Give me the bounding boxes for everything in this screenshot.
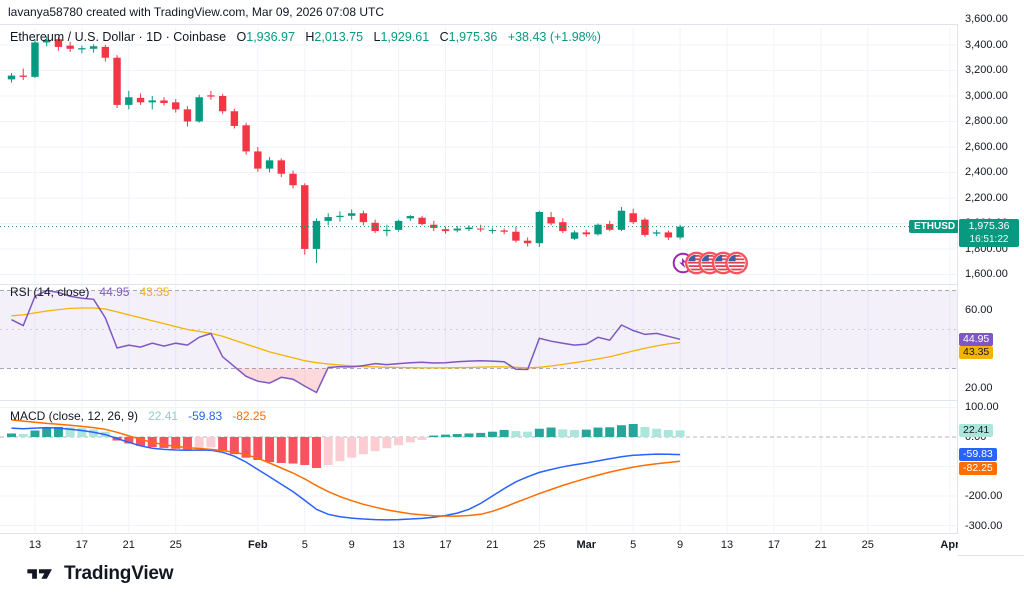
rsi-value-chip: 44.95 (959, 332, 994, 346)
axis-tick-label: 20.00 (965, 382, 993, 394)
macd-signal-line (11, 419, 681, 517)
axis-tick-label: 3,600.00 (965, 13, 1008, 26)
time-tick-label: 21 (122, 539, 135, 551)
time-tick-label: Mar (576, 539, 597, 551)
macd-pane-canvas[interactable] (0, 400, 957, 533)
axis-tick-label: 3,200.00 (965, 64, 1008, 77)
time-tick-label: 21 (814, 539, 827, 551)
axis-tick-label: 3,400.00 (965, 38, 1008, 51)
change-value: +38.43 (+1.98%) (507, 30, 601, 44)
axis-tick-label: 60.00 (965, 303, 993, 316)
macd-line-value: -59.83 (188, 409, 223, 423)
time-tick-label: 13 (28, 539, 42, 551)
macd-signal-value: -82.25 (232, 409, 267, 423)
time-tick-label: 5 (630, 539, 637, 551)
symbol-title: Ethereum / U.S. Dollar · 1D · Coinbase (10, 30, 227, 44)
rsi-band (0, 290, 957, 369)
rsi-pane-canvas[interactable] (0, 284, 957, 400)
candles-series (7, 36, 684, 263)
pane-divider-rsi[interactable] (0, 284, 1024, 285)
axis-tick-label: 2,200.00 (965, 191, 1008, 204)
rsi-label: RSI (14, close) (10, 285, 90, 299)
time-tick-label: 9 (677, 539, 684, 551)
time-tick-label: 25 (533, 539, 546, 551)
high-value: 2,013.75 (314, 30, 364, 44)
time-tick-label: 25 (861, 539, 874, 551)
macd-line-chip: -59.83 (959, 448, 997, 462)
tradingview-logo-icon (27, 569, 52, 579)
macd-hist-chip: 22.41 (959, 423, 994, 437)
last-price-value: 1,975.36 (968, 219, 1010, 232)
time-tick-label: 13 (392, 539, 405, 551)
axis-tick-label: 100.00 (965, 401, 999, 414)
us-flag-icon (728, 254, 745, 271)
time-tick-label: 25 (169, 539, 182, 551)
close-label: C (439, 30, 449, 44)
grid-price (0, 27, 957, 284)
symbol-legend: Ethereum / U.S. Dollar · 1D · Coinbase O… (10, 30, 601, 44)
rsi-ma-value: 43.35 (139, 285, 170, 299)
time-tick-label: Apr (940, 539, 960, 551)
time-tick-label: Feb (248, 539, 268, 551)
axis-tick-label: 2,400.00 (965, 166, 1008, 179)
attribution-text: lavanya58780 created with TradingView.co… (8, 5, 384, 19)
time-tick-label: 17 (767, 539, 781, 551)
axis-tick-label: 2,600.00 (965, 140, 1008, 153)
macd-signal-chip: -82.25 (959, 461, 997, 475)
time-axis[interactable]: 13 17 21 25 Feb 5 9 13 17 21 25 Mar 5 9 13 17 21 25 Apr (0, 533, 959, 556)
symbol-price-flag: ETHUSD (909, 220, 961, 234)
axis-tick-label: 1,600.00 (965, 268, 1008, 281)
grid-rsi (34, 284, 951, 400)
macd-hist-value: 22.41 (148, 409, 179, 423)
close-value: 1,975.36 (448, 30, 498, 44)
high-label: H (305, 30, 315, 44)
price-axis[interactable]: -300.00 -200.00 0.00 100.00 20.00 60.00 1,600.… (958, 0, 1024, 555)
time-tick-label: 13 (720, 539, 734, 551)
rsi-ma-line (11, 307, 681, 369)
chart-top-border (0, 24, 1024, 25)
attribution-bar: lavanya58780 created with TradingView.co… (0, 0, 1024, 24)
tradingview-logo-text: TradingView (64, 563, 174, 584)
us-flag-icon (701, 254, 719, 271)
time-tick-label: 17 (439, 539, 452, 551)
rsi-line (11, 289, 681, 394)
open-value: 1,936.97 (246, 30, 295, 44)
low-label: L (373, 30, 381, 44)
countdown-timer: 16:51:22 (969, 233, 1009, 245)
time-tick-label: 21 (486, 539, 499, 551)
macd-line (11, 426, 681, 521)
last-price-chip: 1,975.36 16:51:22 (959, 218, 1019, 247)
rsi-value: 44.95 (99, 285, 130, 299)
zap-icon (679, 258, 687, 268)
price-axis-border (957, 24, 958, 555)
pane-divider-macd[interactable] (0, 400, 1024, 401)
low-value: 1,929.61 (380, 30, 430, 44)
rsi-ma-value-chip: 43.35 (959, 346, 994, 360)
axis-tick-label: 3,000.00 (965, 89, 1008, 102)
macd-legend: MACD (close, 12, 26, 9) 22.41 -59.83 -82… (10, 409, 266, 423)
axis-tick-label: -200.00 (965, 490, 1003, 502)
rsi-legend: RSI (14, close) 44.95 43.35 (10, 285, 169, 299)
us-flag-icon (714, 254, 732, 271)
tradingview-logo[interactable]: TradingView (26, 563, 174, 585)
open-label: O (236, 30, 247, 44)
flag-stickers[interactable] (672, 251, 748, 275)
macd-label: MACD (close, 12, 26, 9) (10, 409, 139, 423)
time-tick-label: 5 (301, 539, 308, 551)
axis-tick-label: 2,800.00 (965, 115, 1008, 128)
rsi-oversold-fill (11, 368, 681, 393)
time-tick-label: 9 (348, 539, 355, 551)
us-flag-icon (688, 254, 705, 271)
grid-macd (0, 400, 957, 533)
time-tick-label: 17 (75, 539, 88, 551)
axis-tick-label: -300.00 (965, 519, 1003, 532)
price-pane-canvas[interactable] (0, 27, 957, 284)
